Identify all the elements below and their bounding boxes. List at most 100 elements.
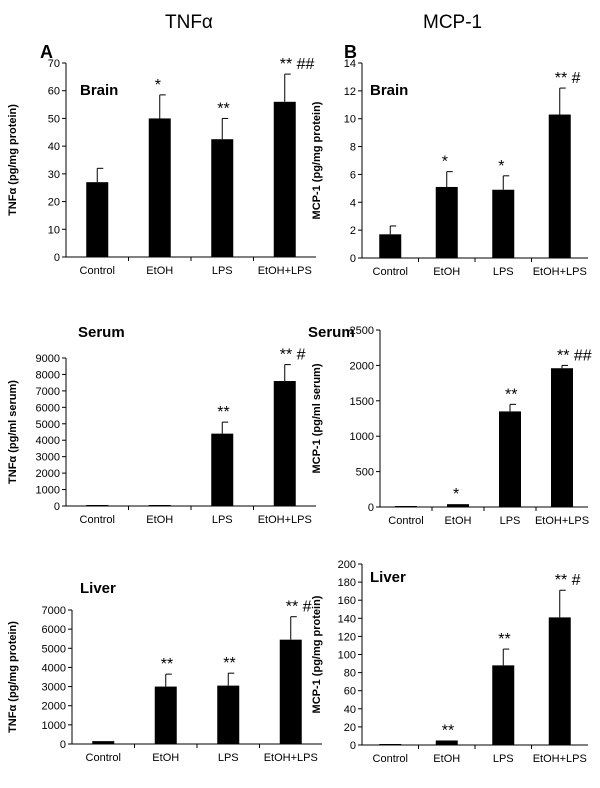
mcp-brain-ytick-label-4: 8	[350, 142, 356, 154]
tnf-brain-xtick-label-0: Control	[80, 265, 115, 277]
mcp-brain-title: Brain	[370, 82, 408, 99]
mcp-serum-bar-0	[395, 506, 417, 507]
mcp-liver-ytick-label-9: 180	[338, 577, 356, 589]
tnf-liver-annotation-3: ** #	[286, 599, 312, 616]
mcp-liver-ytick-label-2: 40	[344, 704, 356, 716]
tnf-serum-xtick-label-1: EtOH	[146, 514, 173, 526]
tnf-serum-ytick-label-2: 2000	[36, 468, 60, 480]
mcp-brain-ytick-label-7: 14	[344, 58, 356, 70]
mcp-serum-xtick-label-3: EtOH+LPS	[535, 515, 589, 527]
tnf-serum-ytick-label-6: 6000	[36, 402, 60, 414]
tnf-serum-ytick-label-7: 7000	[36, 386, 60, 398]
mcp-brain-bar-1	[435, 186, 458, 258]
tnf-serum-xtick-label-2: LPS	[212, 514, 233, 526]
tnf-serum-ytick-label-0: 0	[54, 501, 60, 513]
tnf-serum-bar-0	[86, 505, 109, 506]
mcp-serum-ytick-label-4: 2000	[350, 360, 374, 372]
mcp-liver-ytick-label-7: 140	[338, 613, 356, 625]
mcp-liver-ylabel: MCP-1 (pg/mg protein)	[311, 595, 323, 713]
tnf-serum-ytick-label-5: 5000	[36, 419, 60, 431]
mcp-brain-annotation-1: *	[442, 154, 448, 171]
mcp-serum-bar-3	[551, 368, 573, 507]
tnf-brain-ytick-label-4: 40	[48, 141, 60, 153]
mcp-brain-xtick-label-3: EtOH+LPS	[533, 266, 587, 278]
tnf-brain-ytick-label-0: 0	[54, 252, 60, 264]
mcp-liver-title: Liver	[370, 569, 406, 586]
mcp-serum-annotation-1: *	[453, 486, 459, 503]
tnf-liver-ytick-label-4: 4000	[42, 662, 66, 674]
mcp-brain-ytick-label-2: 4	[350, 197, 356, 209]
mcp-serum-ylabel: MCP-1 (pg/ml serum)	[311, 363, 323, 473]
mcp-liver-xtick-label-3: EtOH+LPS	[533, 753, 587, 765]
mcp-liver-xtick-label-1: EtOH	[433, 753, 460, 765]
tnf-brain-ytick-label-1: 10	[48, 224, 60, 236]
tnf-serum-ytick-label-9: 9000	[36, 353, 60, 365]
tnf-brain-bar-0	[86, 182, 109, 257]
tnf-serum-annotation-3: ** #	[280, 347, 306, 364]
mcp-brain-ytick-label-1: 2	[350, 225, 356, 237]
mcp-liver-annotation-3: ** #	[555, 572, 581, 589]
mcp-liver-bar-1	[435, 740, 458, 745]
column-title-tnf: TNFα	[165, 12, 213, 33]
mcp-serum-ytick-label-2: 1000	[350, 431, 374, 443]
mcp-brain-ytick-label-0: 0	[350, 253, 356, 265]
tnf-serum-annotation-2: **	[217, 404, 229, 421]
panel-label-b: B	[344, 42, 357, 62]
tnf-serum-xtick-label-0: Control	[80, 514, 115, 526]
tnf-serum-ylabel: TNFα (pg/ml serum)	[7, 380, 19, 484]
tnf-brain-ytick-label-7: 70	[48, 58, 60, 70]
tnf-brain-bar-2	[211, 139, 234, 257]
mcp-liver-ytick-label-0: 0	[350, 740, 356, 752]
tnf-serum-xtick-label-3: EtOH+LPS	[258, 514, 312, 526]
tnf-brain-annotation-3: ** ##	[280, 56, 315, 73]
tnf-liver-bar-2	[217, 685, 240, 744]
mcp-liver-annotation-1: **	[442, 722, 454, 739]
tnf-liver-bar-0	[92, 741, 115, 744]
tnf-brain-annotation-1: *	[155, 77, 161, 94]
mcp-brain-bar-2	[492, 189, 515, 258]
mcp-liver-ytick-label-5: 100	[338, 650, 356, 662]
mcp-serum-title: Serum	[308, 324, 355, 341]
tnf-brain-xtick-label-3: EtOH+LPS	[258, 265, 312, 277]
mcp-serum-annotation-2: **	[505, 386, 517, 403]
tnf-serum-ytick-label-3: 3000	[36, 452, 60, 464]
tnf-liver-bar-1	[154, 686, 177, 744]
tnf-serum-title: Serum	[78, 324, 125, 341]
mcp-brain-ytick-label-6: 12	[344, 86, 356, 98]
mcp-brain-ylabel: MCP-1 (pg/mg protein)	[311, 101, 323, 219]
tnf-liver-annotation-2: **	[223, 655, 235, 672]
tnf-brain-xtick-label-1: EtOH	[146, 265, 173, 277]
tnf-liver-bar-3	[279, 639, 302, 744]
tnf-liver-ylabel: TNFα (pg/mg protein)	[7, 621, 19, 733]
mcp-serum-ytick-label-3: 1500	[350, 396, 374, 408]
tnf-brain-title: Brain	[80, 82, 118, 99]
tnf-liver-xtick-label-3: EtOH+LPS	[264, 752, 318, 764]
column-title-mcp1: MCP-1	[423, 12, 483, 33]
mcp-liver-annotation-2: **	[498, 631, 510, 648]
tnf-liver-ytick-label-5: 5000	[42, 643, 66, 655]
mcp-serum-xtick-label-2: LPS	[500, 515, 521, 527]
mcp-brain-bar-3	[548, 114, 571, 259]
tnf-liver-title: Liver	[80, 580, 116, 597]
tnf-liver-ytick-label-7: 7000	[42, 605, 66, 617]
tnf-liver-ytick-label-6: 6000	[42, 624, 66, 636]
mcp-serum-xtick-label-1: EtOH	[445, 515, 472, 527]
mcp-liver-ytick-label-3: 60	[344, 686, 356, 698]
tnf-serum-ytick-label-1: 1000	[36, 485, 60, 497]
tnf-liver-xtick-label-0: Control	[86, 752, 121, 764]
mcp-serum-bar-2	[499, 411, 521, 507]
tnf-brain-ytick-label-2: 20	[48, 197, 60, 209]
tnf-liver-ytick-label-0: 0	[60, 739, 66, 751]
mcp-liver-xtick-label-2: LPS	[493, 753, 514, 765]
mcp-brain-ytick-label-3: 6	[350, 169, 356, 181]
tnf-brain-ylabel: TNFα (pg/mg protein)	[7, 104, 19, 216]
mcp-liver-ytick-label-4: 80	[344, 668, 356, 680]
mcp-liver-bar-0	[379, 744, 402, 745]
mcp-liver-bar-3	[548, 617, 571, 745]
mcp-serum-ytick-label-0: 0	[368, 502, 374, 514]
tnf-brain-bar-3	[273, 101, 296, 257]
mcp-brain-annotation-2: *	[498, 158, 504, 175]
mcp-liver-xtick-label-0: Control	[373, 753, 408, 765]
mcp-brain-xtick-label-2: LPS	[493, 266, 514, 278]
